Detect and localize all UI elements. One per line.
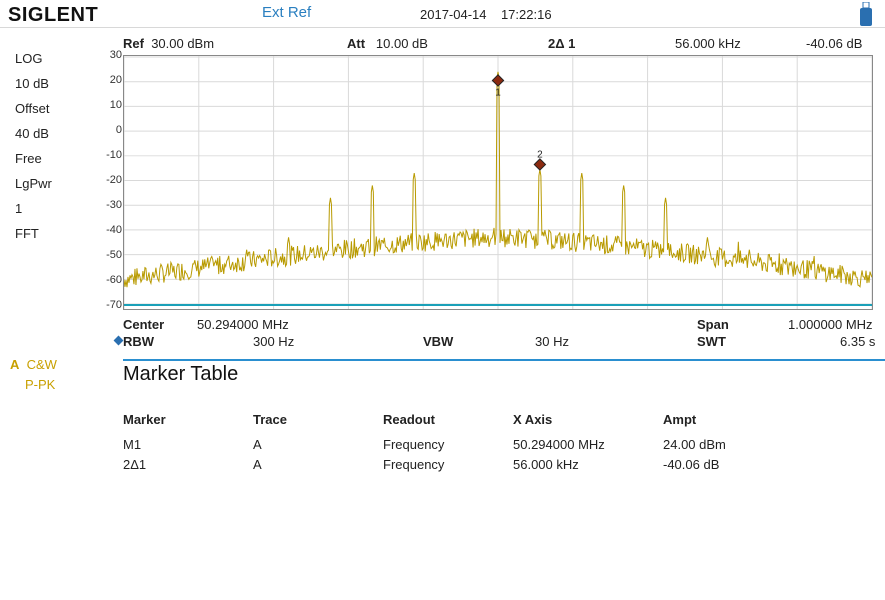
side-panel-item[interactable]: LgPwr [15,176,52,191]
y-tick-label: -30 [106,199,122,211]
span-value: 1.000000 MHz [788,317,873,332]
col-header-xaxis: X Axis [513,412,553,427]
trace-indicator[interactable]: A C&W [10,357,57,372]
swt-label[interactable]: SWT [697,334,726,349]
rbw-value: 300 Hz [253,334,295,349]
usb-icon [860,2,872,26]
swt-value: 6.35 s [840,334,876,349]
center-label: Center [123,317,165,332]
col-header-readout: Readout [383,412,435,427]
marker-table-title: Marker Table [123,363,239,385]
vbw-label[interactable]: VBW [423,334,454,349]
rbw-indicator-icon [113,335,124,346]
ref-level[interactable]: Ref 30.00 dBm [123,36,214,51]
att-label: Att [347,36,366,51]
y-tick-label: 20 [109,74,122,86]
side-panel-item[interactable]: 1 [15,201,23,216]
cell-readout: Frequency [383,457,445,472]
ref-value: 30.00 dBm [151,36,215,51]
trace-a-line [124,71,872,288]
y-tick-label: -20 [106,174,122,186]
marker-2-label: 2 [537,150,543,161]
date-text: 2017-04-14 [420,7,487,22]
cell-ampt: 24.00 dBm [663,437,726,452]
y-tick-label: -40 [106,224,122,236]
rbw-label[interactable]: RBW [123,334,155,349]
marker-1-label: 1 [495,87,501,98]
cell-trace: A [253,457,262,472]
y-tick-label: -10 [106,149,122,161]
date-time: 2017-04-14 17:22:16 [420,7,552,22]
active-marker-label: 2Δ 1 [548,36,576,51]
trace-letter: A [10,357,20,372]
trace-mode: C&W [26,357,57,372]
attenuation[interactable]: Att 10.00 dB [347,36,428,51]
y-tick-label: 30 [109,49,122,61]
y-tick-label: 10 [109,99,122,111]
vbw-value: 30 Hz [535,334,569,349]
cell-xaxis: 56.000 kHz [513,457,579,472]
side-panel-item[interactable]: Free [15,151,42,166]
cell-readout: Frequency [383,437,445,452]
col-header-trace: Trace [253,412,287,427]
col-header-ampt: Ampt [663,412,697,427]
marker-2-diamond[interactable] [533,158,547,171]
ref-label: Ref [123,36,144,51]
side-panel-item[interactable]: LOG [15,51,43,66]
marker-table-divider [123,359,885,361]
detector-mode: P-PK [25,377,56,392]
center-frequency[interactable]: Center [123,317,164,332]
side-panel-item[interactable]: 10 dB [15,76,49,91]
col-header-marker: Marker [123,412,166,427]
cell-marker: 2Δ1 [123,457,147,472]
brand-logo: SIGLENT [8,4,99,26]
side-panel-item[interactable]: 40 dB [15,126,49,141]
active-marker-y: -40.06 dB [806,36,863,51]
ref-source-indicator: Ext Ref [262,4,312,21]
cell-marker: M1 [123,437,142,452]
side-panel-item[interactable]: FFT [15,226,39,241]
cell-xaxis: 50.294000 MHz [513,437,605,452]
center-value: 50.294000 MHz [197,317,289,332]
y-tick-label: -60 [106,274,122,286]
span-label[interactable]: Span [697,317,729,332]
y-tick-label: -70 [106,299,122,311]
active-marker-x: 56.000 kHz [675,36,741,51]
y-tick-label: -50 [106,249,122,261]
att-value: 10.00 dB [375,36,428,51]
marker-1-diamond[interactable] [491,74,505,87]
side-panel-item[interactable]: Offset [15,101,50,116]
cell-ampt: -40.06 dB [663,457,720,472]
spectrum-plot[interactable]: 12 [123,55,873,310]
y-tick-label: 0 [115,124,122,136]
cell-trace: A [253,437,262,452]
time-text: 17:22:16 [500,7,552,22]
header-divider [0,27,885,28]
